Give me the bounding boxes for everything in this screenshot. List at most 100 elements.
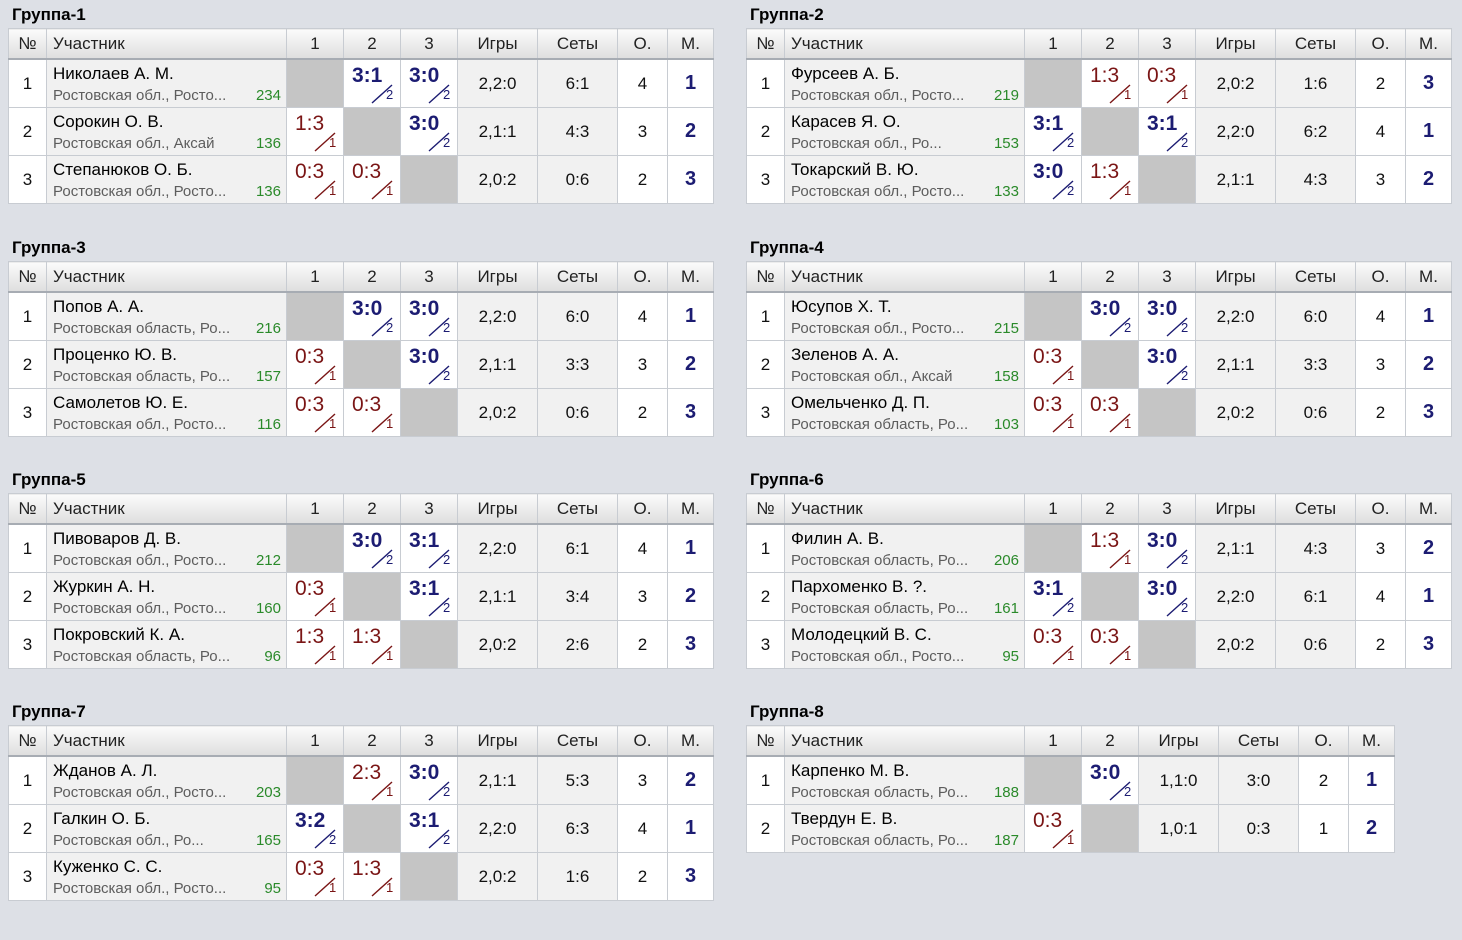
header-opponent-col[interactable]: 1 [1024, 261, 1082, 293]
match-result-cell[interactable]: 0:3 1 [1024, 340, 1082, 389]
header-opponent-col[interactable]: 3 [400, 725, 458, 757]
header-participant[interactable]: Участник [46, 261, 287, 293]
header-opponent-col[interactable]: 2 [1081, 28, 1139, 60]
match-result-cell[interactable]: 1:3 1 [1081, 155, 1139, 204]
match-result-cell[interactable]: 0:3 1 [1024, 620, 1082, 669]
header-place[interactable]: М. [1348, 725, 1395, 757]
header-points[interactable]: О. [617, 725, 668, 757]
header-participant[interactable]: Участник [46, 725, 287, 757]
header-num[interactable]: № [8, 28, 47, 60]
match-result-cell[interactable]: 3:1 2 [343, 58, 401, 108]
header-opponent-col[interactable]: 2 [343, 493, 401, 525]
header-num[interactable]: № [8, 261, 47, 293]
header-place[interactable]: М. [667, 28, 714, 60]
participant-cell[interactable]: Сорокин О. В. Ростовская обл., Аксай 136 [46, 107, 287, 156]
match-result-cell[interactable]: 0:3 1 [1081, 388, 1139, 437]
participant-cell[interactable]: Жданов А. Л. Ростовская обл., Росто... 203 [46, 755, 287, 805]
participant-cell[interactable]: Пархоменко В. ?. Ростовская область, Ро..… [784, 572, 1025, 621]
match-result-cell[interactable]: 1:3 1 [286, 107, 344, 156]
match-result-cell[interactable]: 0:3 1 [343, 155, 401, 204]
match-result-cell[interactable]: 3:0 2 [1024, 155, 1082, 204]
player-name[interactable]: Токарский В. Ю. [791, 160, 919, 179]
header-place[interactable]: М. [667, 261, 714, 293]
header-sets[interactable]: Сеты [1218, 725, 1299, 757]
header-opponent-col[interactable]: 2 [1081, 261, 1139, 293]
player-name[interactable]: Сорокин О. В. [53, 112, 164, 131]
participant-cell[interactable]: Покровский К. А. Ростовская область, Ро..… [46, 620, 287, 669]
match-result-cell[interactable]: 0:3 1 [1138, 58, 1196, 108]
player-name[interactable]: Самолетов Ю. Е. [53, 393, 188, 412]
match-result-cell[interactable]: 0:3 1 [286, 340, 344, 389]
header-participant[interactable]: Участник [784, 493, 1025, 525]
match-result-cell[interactable]: 0:3 1 [1024, 804, 1082, 853]
header-participant[interactable]: Участник [784, 261, 1025, 293]
header-opponent-col[interactable]: 1 [286, 28, 344, 60]
header-place[interactable]: М. [1405, 493, 1452, 525]
match-result-cell[interactable]: 0:3 1 [1081, 620, 1139, 669]
header-place[interactable]: М. [667, 493, 714, 525]
header-num[interactable]: № [746, 725, 785, 757]
match-result-cell[interactable]: 3:1 2 [400, 572, 458, 621]
participant-cell[interactable]: Самолетов Ю. Е. Ростовская обл., Росто...… [46, 388, 287, 437]
match-result-cell[interactable]: 3:0 2 [1138, 340, 1196, 389]
match-result-cell[interactable]: 3:2 2 [286, 804, 344, 853]
player-name[interactable]: Зеленов А. А. [791, 345, 899, 364]
header-games[interactable]: Игры [1195, 261, 1276, 293]
header-opponent-col[interactable]: 3 [400, 493, 458, 525]
header-points[interactable]: О. [617, 493, 668, 525]
player-name[interactable]: Куженко С. С. [53, 857, 163, 876]
header-points[interactable]: О. [617, 28, 668, 60]
header-num[interactable]: № [746, 493, 785, 525]
participant-cell[interactable]: Фурсеев А. Б. Ростовская обл., Росто... 21… [784, 58, 1025, 108]
match-result-cell[interactable]: 1:3 1 [1081, 523, 1139, 573]
header-games[interactable]: Игры [457, 261, 538, 293]
header-sets[interactable]: Сеты [537, 261, 618, 293]
header-games[interactable]: Игры [457, 725, 538, 757]
player-name[interactable]: Жданов А. Л. [53, 761, 158, 780]
player-name[interactable]: Фурсеев А. Б. [791, 64, 900, 83]
player-name[interactable]: Проценко Ю. В. [53, 345, 178, 364]
header-points[interactable]: О. [1355, 493, 1406, 525]
header-place[interactable]: М. [1405, 28, 1452, 60]
participant-cell[interactable]: Николаев А. М. Ростовская обл., Росто... 2… [46, 58, 287, 108]
header-place[interactable]: М. [667, 725, 714, 757]
match-result-cell[interactable]: 3:0 2 [400, 107, 458, 156]
player-name[interactable]: Юсупов Х. Т. [791, 297, 892, 316]
participant-cell[interactable]: Омельченко Д. П. Ростовская область, Ро..… [784, 388, 1025, 437]
player-name[interactable]: Карасев Я. О. [791, 112, 901, 131]
match-result-cell[interactable]: 3:1 2 [400, 804, 458, 853]
match-result-cell[interactable]: 0:3 1 [343, 388, 401, 437]
header-games[interactable]: Игры [1195, 493, 1276, 525]
match-result-cell[interactable]: 3:0 2 [1081, 291, 1139, 341]
header-sets[interactable]: Сеты [1275, 493, 1356, 525]
header-opponent-col[interactable]: 3 [1138, 28, 1196, 60]
participant-cell[interactable]: Попов А. А. Ростовская область, Ро... 216 [46, 291, 287, 341]
header-participant[interactable]: Участник [46, 28, 287, 60]
match-result-cell[interactable]: 0:3 1 [286, 572, 344, 621]
header-opponent-col[interactable]: 3 [400, 28, 458, 60]
header-points[interactable]: О. [1298, 725, 1349, 757]
participant-cell[interactable]: Молодецкий В. С. Ростовская обл., Росто..… [784, 620, 1025, 669]
match-result-cell[interactable]: 1:3 1 [343, 620, 401, 669]
participant-cell[interactable]: Куженко С. С. Ростовская обл., Росто... 95 [46, 852, 287, 901]
match-result-cell[interactable]: 1:3 1 [286, 620, 344, 669]
match-result-cell[interactable]: 1:3 1 [1081, 58, 1139, 108]
header-num[interactable]: № [8, 725, 47, 757]
player-name[interactable]: Пивоваров Д. В. [53, 529, 181, 548]
player-name[interactable]: Журкин А. Н. [53, 577, 156, 596]
match-result-cell[interactable]: 3:1 2 [400, 523, 458, 573]
match-result-cell[interactable]: 3:0 2 [400, 58, 458, 108]
participant-cell[interactable]: Карпенко М. В. Ростовская область, Ро... 1… [784, 755, 1025, 805]
match-result-cell[interactable]: 3:0 2 [400, 755, 458, 805]
header-games[interactable]: Игры [1138, 725, 1219, 757]
header-opponent-col[interactable]: 2 [1081, 725, 1139, 757]
player-name[interactable]: Пархоменко В. ?. [791, 577, 927, 596]
match-result-cell[interactable]: 3:1 2 [1024, 107, 1082, 156]
header-sets[interactable]: Сеты [537, 493, 618, 525]
player-name[interactable]: Николаев А. М. [53, 64, 174, 83]
participant-cell[interactable]: Журкин А. Н. Ростовская обл., Росто... 160 [46, 572, 287, 621]
header-opponent-col[interactable]: 2 [343, 725, 401, 757]
header-points[interactable]: О. [1355, 28, 1406, 60]
header-opponent-col[interactable]: 2 [343, 28, 401, 60]
player-name[interactable]: Попов А. А. [53, 297, 144, 316]
